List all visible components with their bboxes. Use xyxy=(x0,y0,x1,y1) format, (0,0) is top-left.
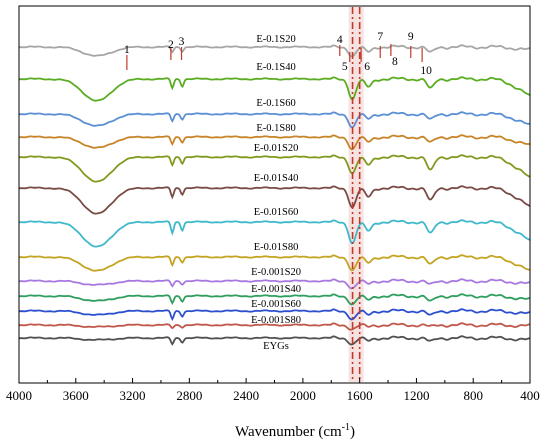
series-line-E-0.1S40 xyxy=(18,76,531,102)
series-label: E-0.1S20 xyxy=(256,34,295,45)
series-line-E-0.1S20 xyxy=(18,44,531,58)
x-tick-label: 1200 xyxy=(403,388,429,403)
series-line-E-0.001S80 xyxy=(18,322,531,331)
annotation-label: 5 xyxy=(342,61,348,73)
annotation-label: 8 xyxy=(392,56,398,68)
series-label: E-0.01S40 xyxy=(254,173,299,184)
x-tick-label: 2400 xyxy=(233,388,259,403)
series-line-E-0.001S60 xyxy=(18,308,531,322)
series-labels: E-0.1S20 E-0.1S40 E-0.1S60 E-0.1S80 E-0.01S2… xyxy=(251,34,301,352)
annotation-label: 6 xyxy=(364,61,370,73)
x-tick-label: 3200 xyxy=(120,388,146,403)
x-tick-label: 4000 xyxy=(6,388,32,403)
annotation-label: 3 xyxy=(179,36,185,48)
series-label: E-0.1S80 xyxy=(256,123,295,134)
series-label: E-0.01S80 xyxy=(254,242,299,253)
annotation-label: 10 xyxy=(420,65,432,77)
x-tick-label: 3600 xyxy=(63,388,89,403)
series-line-E-0.01S20 xyxy=(18,154,531,183)
series-line-E-0.1S60 xyxy=(18,111,531,129)
reference-lines xyxy=(351,7,361,382)
annotation-label: 4 xyxy=(337,34,343,46)
annotation-label: 2 xyxy=(168,39,174,51)
series-label: E-0.01S60 xyxy=(254,207,299,218)
series-line-E-0.001S40 xyxy=(18,293,530,306)
highlight-band xyxy=(348,7,357,382)
x-tick-label: 2000 xyxy=(290,388,316,403)
series-label: E-0.001S80 xyxy=(251,315,301,326)
x-tick-label: 1600 xyxy=(347,388,373,403)
series-line-E-0.01S80 xyxy=(18,254,531,272)
highlight-bands xyxy=(348,7,364,382)
series-line-E-0.001S20 xyxy=(18,278,531,290)
series-label: EYGs xyxy=(263,341,289,352)
annotation-label: 1 xyxy=(124,44,130,56)
series-label: E-0.01S20 xyxy=(254,143,299,154)
highlight-band xyxy=(355,7,364,382)
series-line-E-0.01S60 xyxy=(18,219,531,248)
x-axis: 4000 3600 3200 2800 2400 2000 1600 1200 800 400 xyxy=(6,378,540,403)
series-label: E-0.1S60 xyxy=(256,98,295,109)
x-tick-label: 800 xyxy=(463,388,483,403)
series-label: E-0.001S20 xyxy=(251,267,301,278)
annotation-label: 7 xyxy=(377,31,383,43)
series-label: E-0.1S40 xyxy=(256,62,295,73)
x-axis-title: Wavenumber (cm-1) xyxy=(235,422,355,440)
series-line-EYGs xyxy=(18,335,531,346)
annotation-label: 9 xyxy=(408,31,414,43)
series-layer xyxy=(18,44,531,346)
series-line-E-0.1S80 xyxy=(18,134,531,151)
x-tick-label: 400 xyxy=(520,388,540,403)
series-label: E-0.001S40 xyxy=(251,284,301,295)
series-label: E-0.001S60 xyxy=(251,299,301,310)
x-tick-label: 2800 xyxy=(176,388,202,403)
series-line-E-0.01S40 xyxy=(18,185,531,215)
